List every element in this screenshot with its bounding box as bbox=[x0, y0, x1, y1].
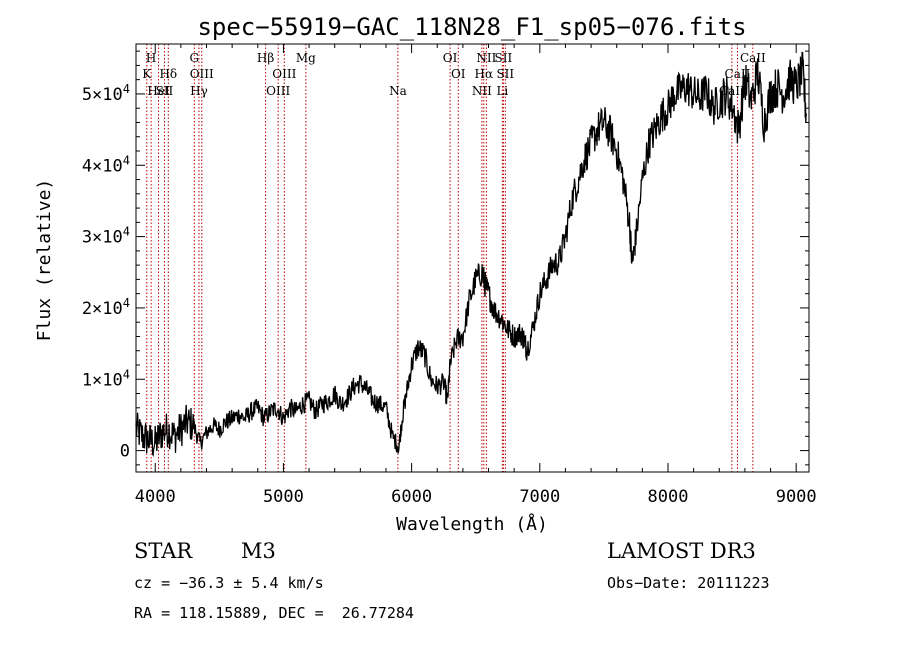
y-axis-label: Flux (relative) bbox=[34, 179, 55, 342]
line-label: SII bbox=[496, 67, 514, 81]
line-labels: KHHeISIIHδGHγOIIIHβOIIIOIIIMgNaOIOINIIHα… bbox=[142, 51, 766, 98]
x-tick-label: 4000 bbox=[135, 487, 176, 507]
line-label: Hδ bbox=[159, 67, 177, 81]
y-tick-label: 1×104 bbox=[82, 367, 130, 390]
y-tick-label: 4×104 bbox=[82, 153, 130, 176]
line-label: CaII bbox=[740, 51, 766, 65]
x-axis-label: Wavelength (Å) bbox=[396, 513, 548, 535]
line-label: Hβ bbox=[257, 51, 274, 65]
spectral-line-markers bbox=[146, 44, 754, 472]
object-class: STAR bbox=[134, 539, 193, 563]
line-label: Mg bbox=[296, 51, 316, 65]
line-label: OI bbox=[451, 67, 466, 81]
line-label: OIII bbox=[190, 67, 214, 81]
line-label: HeI bbox=[147, 84, 170, 98]
chart-title: spec−55919−GAC_118N28_F1_sp05−076.fits bbox=[197, 13, 746, 41]
x-tick-label: 7000 bbox=[519, 487, 560, 507]
line-label: Li bbox=[496, 84, 508, 98]
line-label: H bbox=[146, 51, 156, 65]
plot-frame bbox=[135, 43, 810, 473]
redshift-info: cz = −36.3 ± 5.4 km/s bbox=[134, 574, 324, 592]
line-label: NII bbox=[476, 51, 496, 65]
object-subclass: M3 bbox=[241, 539, 276, 563]
line-label: SII bbox=[156, 84, 174, 98]
x-tick-label: 6000 bbox=[391, 487, 432, 507]
line-label: G bbox=[190, 51, 200, 65]
line-label: Na bbox=[389, 84, 407, 98]
x-tick-label: 9000 bbox=[776, 487, 817, 507]
y-tick-label: 5×104 bbox=[82, 82, 130, 105]
survey-name: LAMOST DR3 bbox=[607, 539, 756, 563]
line-label: CaII bbox=[719, 84, 745, 98]
observation-date: Obs−Date: 20111223 bbox=[607, 574, 770, 592]
y-tick-label: 2×104 bbox=[82, 296, 130, 319]
y-tick-label: 0 bbox=[120, 442, 130, 462]
line-label: Hγ bbox=[190, 84, 208, 98]
axis-ticks: 4000 5000 6000 7000 8000 9000 0 1×104 2×104 3×104… bbox=[82, 44, 817, 507]
line-label: OIII bbox=[266, 84, 290, 98]
line-label: CaII bbox=[725, 67, 751, 81]
line-label: OIII bbox=[272, 67, 296, 81]
line-label: Hα bbox=[474, 67, 493, 81]
line-label: K bbox=[142, 67, 152, 81]
coordinates: RA = 118.15889, DEC = 26.77284 bbox=[134, 604, 414, 622]
x-tick-label: 5000 bbox=[263, 487, 304, 507]
y-tick-label: 3×104 bbox=[82, 225, 130, 248]
line-label: NII bbox=[472, 84, 492, 98]
line-label: SII bbox=[495, 51, 513, 65]
line-label: OI bbox=[443, 51, 458, 65]
x-tick-label: 8000 bbox=[648, 487, 689, 507]
spectrum-series bbox=[135, 51, 808, 458]
